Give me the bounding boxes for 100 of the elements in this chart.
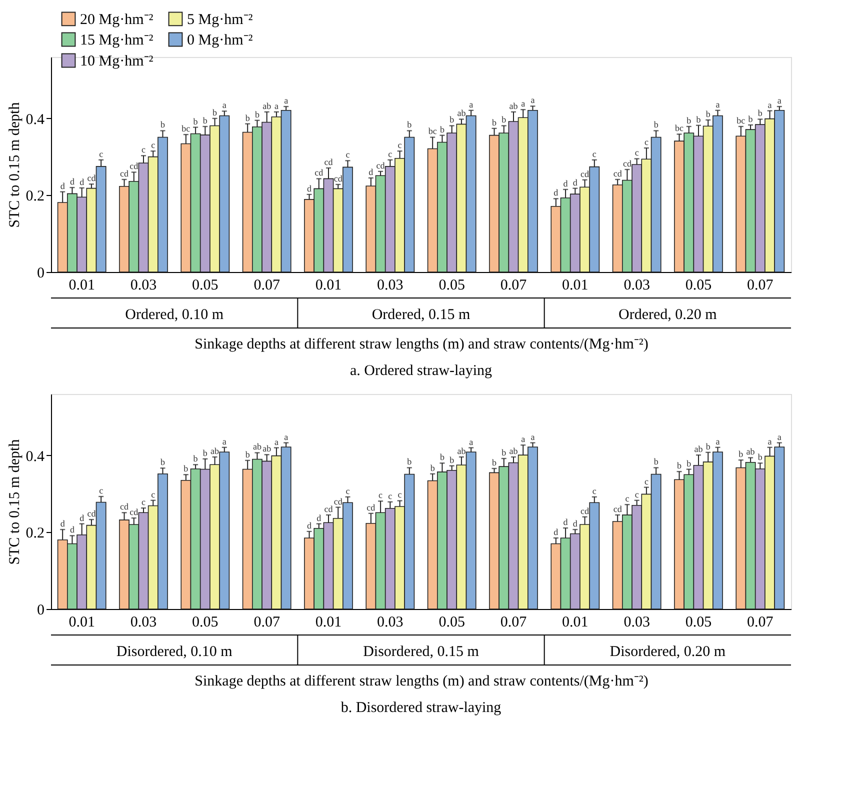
text: Ordered, 0.15 m <box>372 307 470 323</box>
text: Ordered, 0.20 m <box>618 307 718 323</box>
data-label: d <box>563 178 568 188</box>
data-label: c <box>151 489 156 500</box>
x-tick-label: 0.07 <box>747 278 774 294</box>
x-tick-label: 0.05 <box>438 614 465 630</box>
data-label: c <box>634 489 639 500</box>
data-label: c <box>346 486 350 496</box>
x-tick-label: 0.03 <box>130 614 157 630</box>
data-label: b <box>738 449 744 460</box>
data-label: c <box>151 140 156 150</box>
data-label: b <box>758 108 763 118</box>
x-axis-title: Sinkage depths at different straw lengths (m) and straw contents/(Mg·hm⁻²) <box>194 674 648 690</box>
data-label: cd <box>314 168 324 178</box>
data-label: b <box>450 454 455 465</box>
data-label: c <box>634 148 639 158</box>
data-label: b <box>654 456 659 467</box>
x-tick-label: 0.01 <box>315 278 342 294</box>
y-tick-label: 0 <box>37 266 44 282</box>
x-tick-label: 0.07 <box>500 614 528 630</box>
data-label: a <box>521 434 526 444</box>
data-label: d <box>368 166 374 177</box>
data-label: cd <box>120 168 130 178</box>
data-label: cd <box>366 502 376 512</box>
data-label: cd <box>334 173 343 184</box>
x-tick-label: 0.07 <box>747 614 774 630</box>
data-label: d <box>70 524 75 535</box>
data-label: d <box>572 177 578 188</box>
data-label: b <box>696 114 702 124</box>
data-label: b <box>254 109 260 120</box>
x-tick-label: 0.01 <box>68 278 95 294</box>
data-label: cd <box>324 156 334 167</box>
text: Ordered, 0.10 m <box>125 307 224 323</box>
data-label: d <box>80 512 85 523</box>
data-label: a <box>284 96 288 106</box>
data-label: bc <box>736 115 746 126</box>
data-label: b <box>245 112 250 123</box>
data-label: b <box>502 448 507 458</box>
data-label: d <box>80 176 85 187</box>
data-label: c <box>99 486 104 496</box>
x-tick-label: 0.01 <box>562 278 588 294</box>
data-label: b <box>245 449 250 460</box>
data-label: c <box>644 476 648 486</box>
data-label: ab <box>262 100 272 111</box>
data-label: b <box>160 120 166 130</box>
data-label: b <box>407 120 412 130</box>
text: a. Ordered straw-laying <box>350 363 493 379</box>
data-label: a <box>530 432 535 442</box>
data-label: a <box>777 432 782 442</box>
data-label: cd <box>334 496 343 506</box>
data-label: cd <box>130 507 139 518</box>
x-tick-label: 0.05 <box>192 614 218 630</box>
data-label: c <box>625 494 630 504</box>
data-label: c <box>592 148 596 159</box>
x-tick-label: 0.07 <box>254 278 280 294</box>
text: Disordered, 0.10 m <box>116 644 233 660</box>
y-tick-label: 0 <box>37 602 44 618</box>
x-axis-title: Sinkage depths at different straw lengths (m) and straw contents/(Mg·hm⁻²) <box>194 336 648 352</box>
data-label: b <box>758 452 763 462</box>
data-label: a <box>284 432 288 442</box>
x-tick-label: 0.03 <box>130 278 157 294</box>
data-label: c <box>398 140 402 150</box>
data-label: c <box>142 144 146 155</box>
data-label: a <box>768 436 772 446</box>
data-label: cd <box>613 504 622 514</box>
x-tick-label: 0.07 <box>254 614 280 630</box>
data-label: a <box>274 436 278 447</box>
y-tick-label: 0.2 <box>26 188 44 205</box>
data-label: ab <box>746 446 756 457</box>
data-label: ab <box>509 446 518 456</box>
data-label: c <box>346 150 350 160</box>
text: Disordered, 0.15 m <box>363 644 480 660</box>
x-tick-label: 0.03 <box>624 614 650 630</box>
data-label: cd <box>120 502 130 512</box>
y-tick-label: 0.2 <box>26 526 44 542</box>
data-label: d <box>307 183 312 194</box>
data-label: cd <box>622 158 632 168</box>
data-label: b <box>450 114 455 125</box>
data-label: d <box>60 180 66 191</box>
data-label: a <box>521 98 526 109</box>
data-label: a <box>469 436 474 447</box>
legend-label: 20 Mg·hm⁻² <box>80 12 154 28</box>
data-label: ab <box>262 444 272 454</box>
data-label: b <box>202 448 208 458</box>
y-axis-title: STC to 0.15 m depth <box>6 102 23 228</box>
x-tick-label: 0.03 <box>377 614 404 630</box>
data-label: a <box>716 436 720 446</box>
data-label: b <box>686 458 692 468</box>
x-tick-label: 0.05 <box>438 278 465 294</box>
data-label: d <box>554 188 559 198</box>
data-label: cd <box>87 508 96 519</box>
legend-label: 0 Mg·hm⁻² <box>187 32 254 48</box>
data-label: d <box>70 176 75 187</box>
x-tick-label: 0.01 <box>562 614 588 630</box>
data-label: b <box>430 462 436 473</box>
data-label: b <box>193 454 198 464</box>
data-label: d <box>316 512 322 523</box>
data-label: b <box>184 464 189 474</box>
data-label: b <box>440 452 445 462</box>
data-label: b <box>407 456 412 467</box>
